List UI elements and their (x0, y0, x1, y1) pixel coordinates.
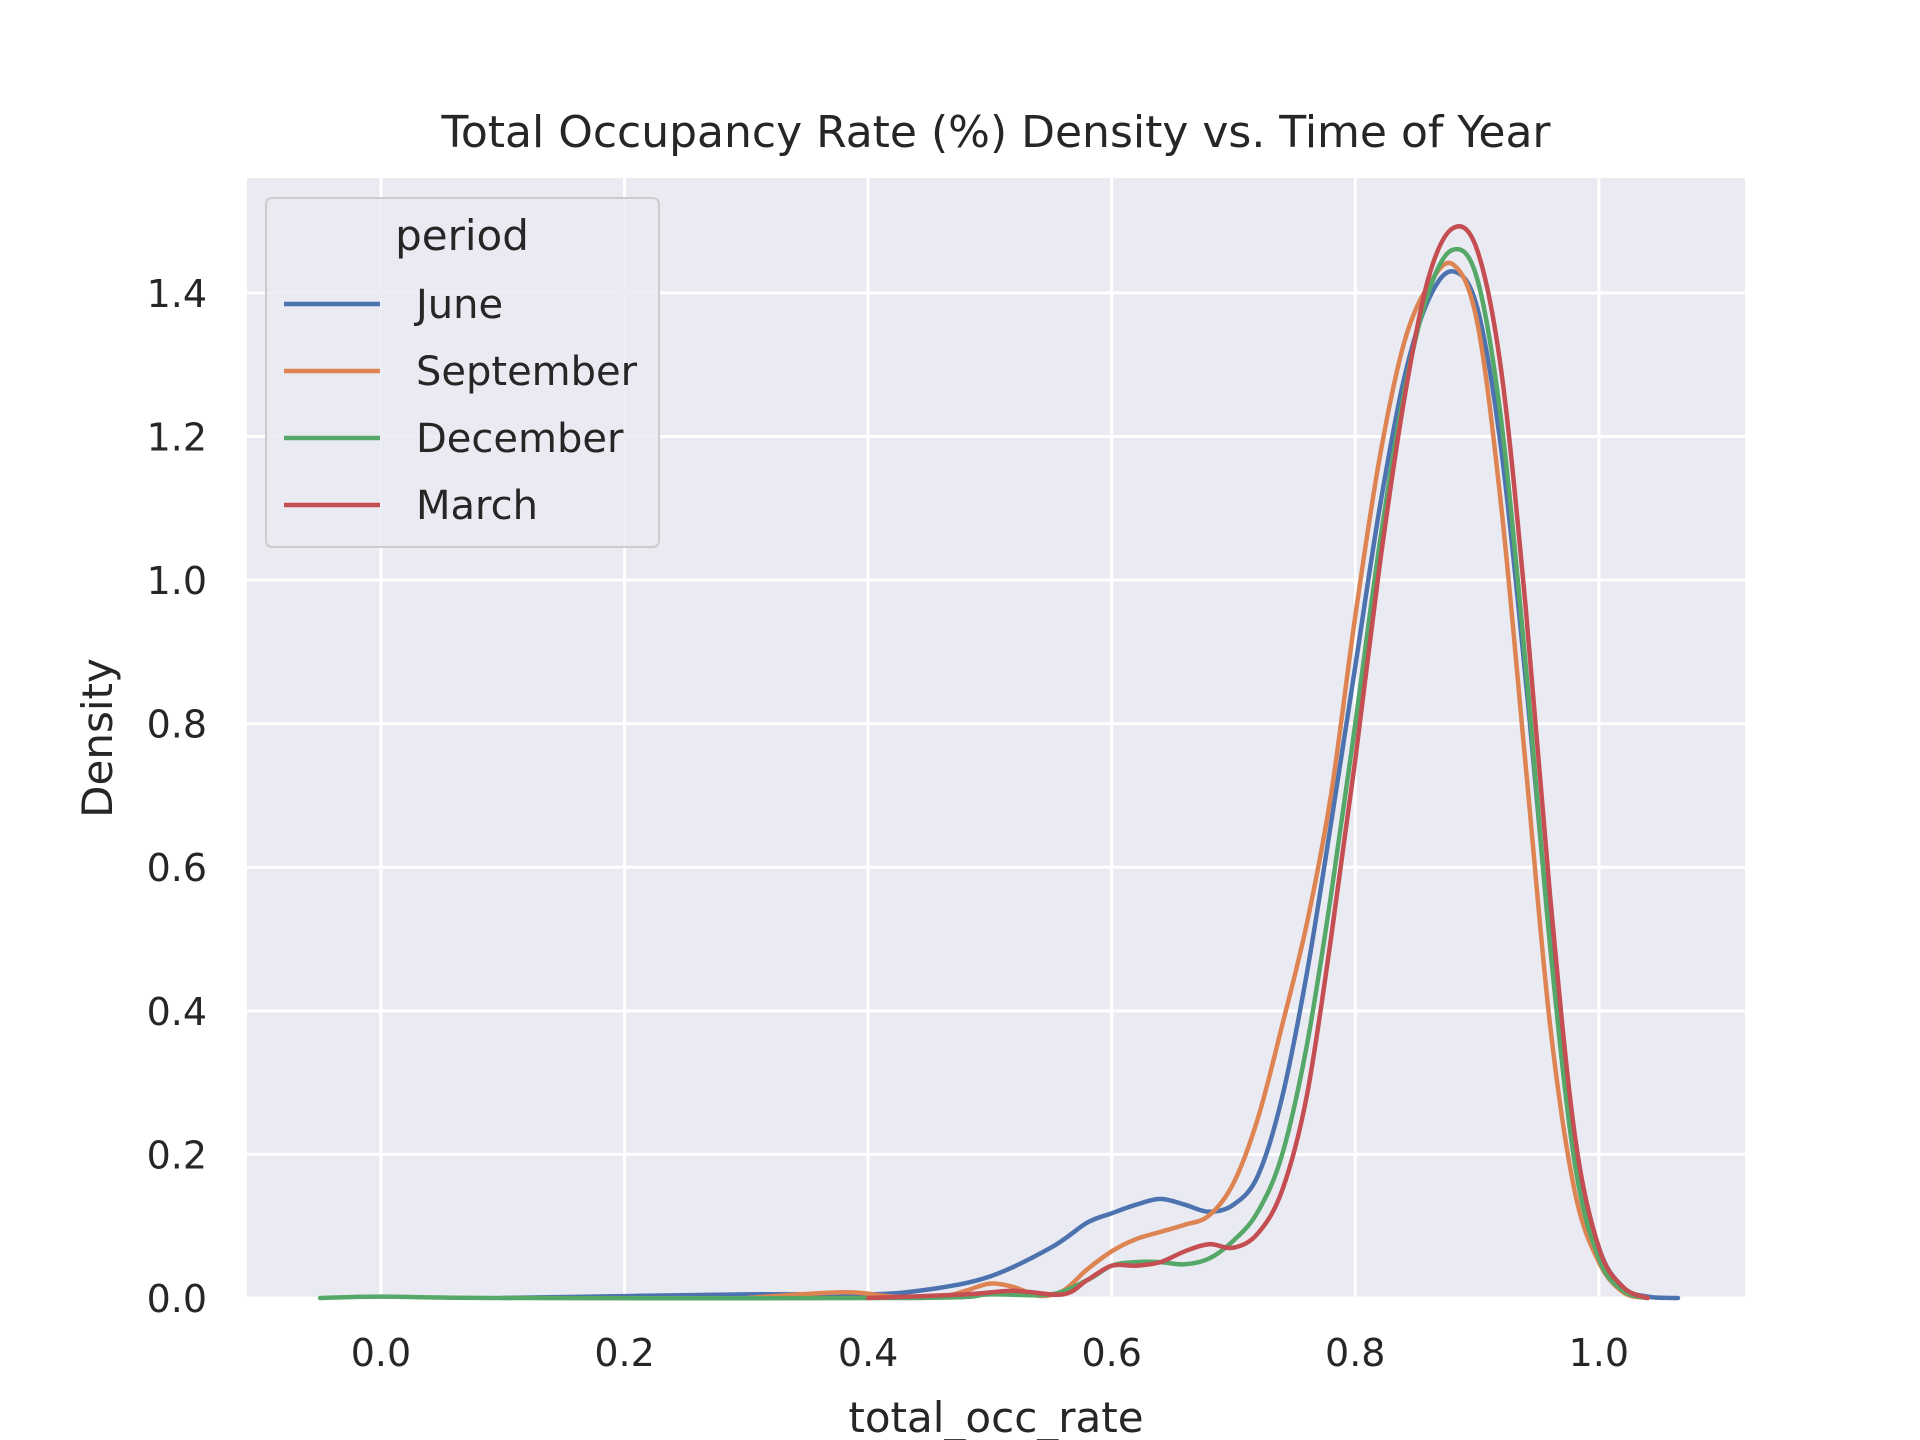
legend-label-september: September (416, 349, 638, 395)
y-tick-label: 0.4 (147, 990, 207, 1034)
y-tick-label: 0.8 (147, 703, 207, 747)
y-axis-ticks: 0.0 0.2 0.4 0.6 0.8 1.0 1.2 1.4 (147, 272, 207, 1321)
y-tick-label: 0.2 (147, 1133, 207, 1177)
x-tick-label: 0.0 (351, 1331, 411, 1375)
legend-items: June September December March (284, 282, 638, 529)
y-tick-label: 1.4 (147, 272, 207, 316)
x-tick-label: 0.2 (594, 1331, 654, 1375)
x-tick-label: 0.8 (1325, 1331, 1385, 1375)
legend-label-december: December (416, 416, 624, 462)
x-tick-label: 0.6 (1081, 1331, 1141, 1375)
y-axis-label: Density (73, 658, 122, 818)
x-axis-ticks: 0.0 0.2 0.4 0.6 0.8 1.0 (351, 1331, 1629, 1375)
chart-title: Total Occupancy Rate (%) Density vs. Tim… (440, 107, 1551, 158)
x-tick-label: 0.4 (838, 1331, 898, 1375)
series-line-march (865, 224, 1650, 1301)
x-axis-label: total_occ_rate (848, 1393, 1143, 1440)
legend-label-june: June (413, 282, 503, 328)
y-tick-label: 1.2 (147, 415, 207, 459)
y-tick-label: 0.0 (147, 1277, 207, 1321)
legend: period June September December March (265, 197, 660, 548)
density-lines (317, 224, 1681, 1301)
legend-label-march: March (416, 483, 538, 529)
legend-box (265, 197, 660, 548)
x-tick-label: 1.0 (1569, 1331, 1629, 1375)
y-tick-label: 0.6 (147, 846, 207, 890)
legend-title: period (395, 211, 529, 260)
y-tick-label: 1.0 (147, 559, 207, 603)
series-line-september (744, 260, 1650, 1301)
